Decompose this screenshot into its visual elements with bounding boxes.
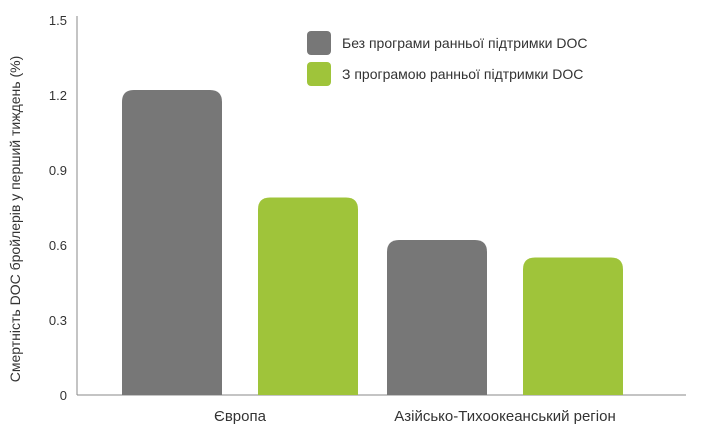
y-axis: 0 0.3 0.6 0.9 1.2 1.5	[49, 13, 78, 403]
legend-swatch	[307, 31, 331, 55]
bar	[122, 90, 222, 395]
y-axis-label: Смертність DOC бройлерів у перший тижден…	[7, 56, 23, 382]
y-tick-label: 0.6	[49, 238, 67, 253]
legend-label: З програмою ранньої підтримки DOC	[342, 66, 583, 82]
bars-group	[122, 90, 623, 395]
y-tick-label: 0.3	[49, 313, 67, 328]
y-tick-label: 0	[60, 388, 67, 403]
bar	[258, 197, 358, 395]
y-tick-label: 1.5	[49, 13, 67, 28]
legend-label: Без програми ранньої підтримки DOC	[342, 35, 588, 51]
bar	[523, 257, 623, 395]
x-category-label: Європа	[214, 408, 267, 425]
x-category-label: Азійсько-Тихоокеанський регіон	[394, 408, 616, 425]
y-tick-label: 1.2	[49, 88, 67, 103]
y-tick-label: 0.9	[49, 163, 67, 178]
legend: Без програми ранньої підтримки DOC З прог…	[307, 31, 588, 86]
bar	[387, 240, 487, 395]
legend-swatch	[307, 62, 331, 86]
category-labels: Європа Азійсько-Тихоокеанський регіон	[214, 408, 616, 425]
